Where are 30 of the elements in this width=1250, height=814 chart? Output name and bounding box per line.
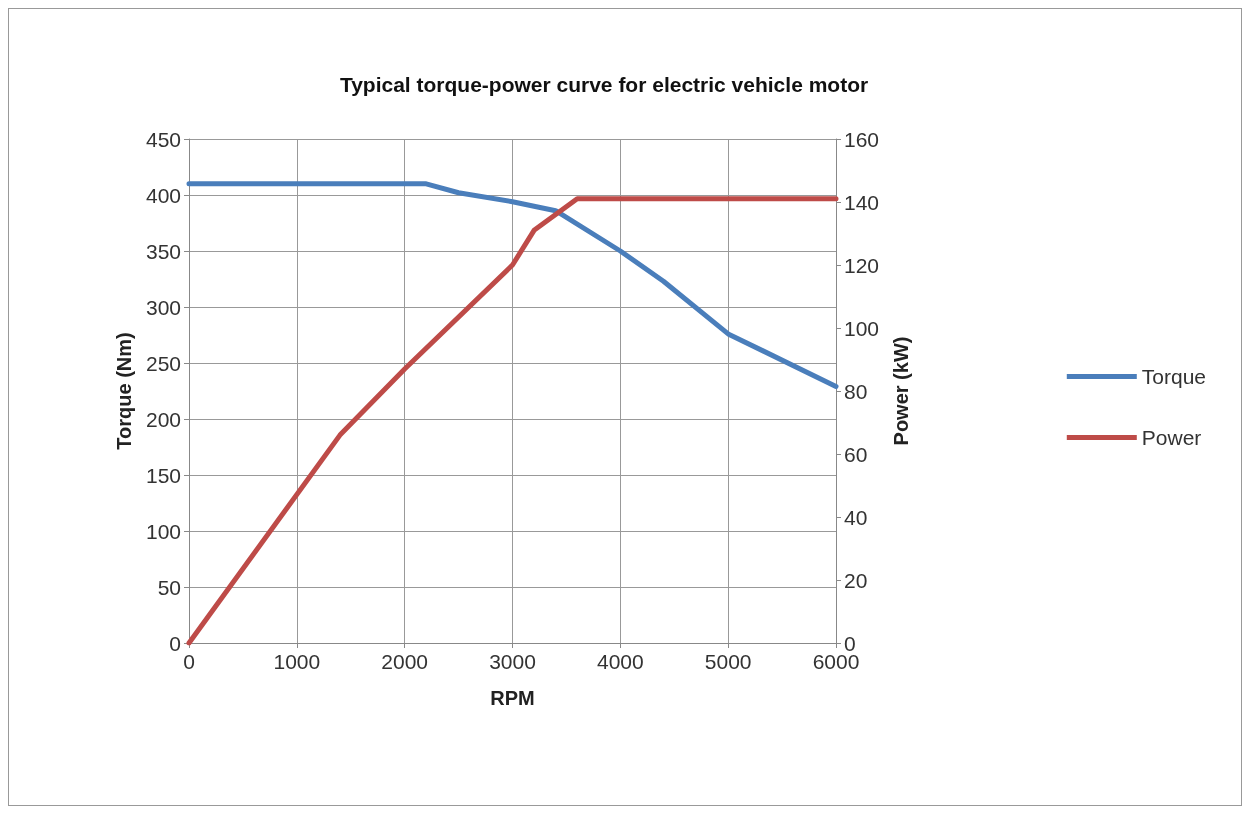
y-tick-label: 50 <box>157 575 181 599</box>
chart-title: Typical torque-power curve for electric vehicle motor <box>339 73 869 96</box>
x-tick-label: 0 <box>183 650 195 673</box>
y2-tick-label: 100 <box>844 316 880 340</box>
y2-axis-title: Power (kW) <box>890 336 912 446</box>
y2-tick-label: 40 <box>844 505 868 529</box>
x-tick-label: 5000 <box>704 650 752 673</box>
y2-tick-label: 120 <box>844 253 880 277</box>
y-tick-label: 400 <box>145 183 181 207</box>
x-tick-label: 1000 <box>273 650 321 673</box>
y-tick-label: 200 <box>145 407 181 431</box>
y2-tick-label: 80 <box>844 379 868 403</box>
x-tick-label: 2000 <box>381 650 429 673</box>
y-axis-title: Torque (Nm) <box>113 332 135 450</box>
y2-tick-label: 60 <box>844 442 868 466</box>
y-tick-label: 350 <box>145 239 181 263</box>
x-tick-label: 3000 <box>489 650 536 673</box>
y-tick-label: 300 <box>145 295 181 319</box>
y-tick-label: 0 <box>169 631 181 655</box>
y-tick-label: 150 <box>145 463 181 487</box>
y2-tick-label: 160 <box>844 127 880 151</box>
x-axis-title: RPM <box>490 687 535 709</box>
y-tick-label: 450 <box>145 127 181 151</box>
legend-label: Power <box>1141 426 1202 449</box>
y2-tick-label: 20 <box>844 568 868 592</box>
y2-tick-label: 140 <box>844 190 880 214</box>
legend-label: Torque <box>1141 365 1207 388</box>
y-tick-label: 100 <box>145 519 181 543</box>
x-tick-label: 4000 <box>596 650 644 673</box>
y-tick-label: 250 <box>145 351 181 375</box>
